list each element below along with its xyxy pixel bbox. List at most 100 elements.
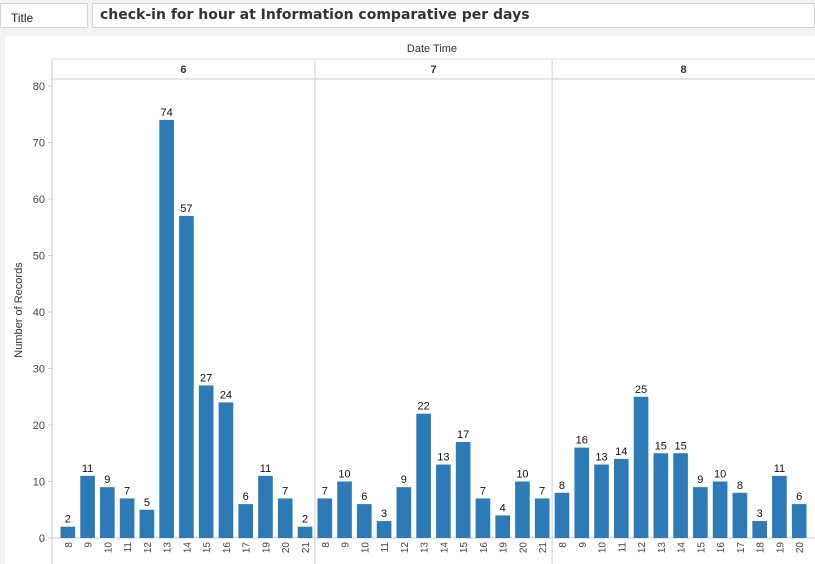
column-header: Date Time: [407, 43, 457, 55]
data-label: 57: [180, 203, 192, 215]
data-label: 7: [480, 485, 486, 497]
x-tick-label: 18: [756, 542, 767, 554]
bar: [515, 481, 530, 538]
data-label: 27: [200, 372, 212, 384]
y-tick-label: 80: [33, 81, 45, 93]
data-label: 74: [161, 107, 173, 119]
x-tick-label: 11: [617, 542, 628, 553]
bar: [119, 498, 135, 538]
data-label: 3: [381, 508, 387, 520]
bar: [554, 492, 570, 538]
bar: [179, 215, 194, 538]
y-tick-label: 30: [33, 364, 45, 376]
x-tick-label: 16: [716, 542, 727, 554]
data-label: 16: [576, 435, 588, 447]
bar: [495, 515, 510, 538]
x-tick-label: 12: [637, 542, 648, 554]
x-tick-label: 9: [84, 542, 95, 548]
x-tick-label: 20: [518, 542, 529, 554]
x-tick-label: 21: [301, 542, 312, 554]
y-tick-label: 10: [33, 477, 45, 489]
data-label: 7: [322, 485, 328, 497]
bar: [100, 487, 115, 538]
x-tick-label: 17: [736, 542, 747, 554]
x-tick-label: 15: [696, 542, 707, 554]
bar: [436, 464, 451, 538]
data-label: 10: [516, 469, 528, 481]
bar: [238, 504, 254, 538]
data-label: 11: [260, 463, 271, 475]
plot-area: 0102030405060708062811991071151274135714…: [33, 58, 815, 564]
data-label: 15: [674, 440, 686, 452]
data-label: 6: [243, 491, 249, 503]
data-label: 11: [774, 463, 785, 475]
x-tick-label: 10: [103, 542, 114, 554]
data-label: 7: [282, 485, 288, 497]
y-tick-label: 40: [33, 307, 45, 319]
bar: [258, 475, 273, 538]
data-label: 2: [302, 514, 308, 526]
x-tick-label: 8: [321, 542, 332, 548]
bar: [772, 475, 787, 538]
x-tick-label: 21: [538, 542, 549, 554]
bar: [613, 458, 629, 538]
y-tick-label: 0: [39, 533, 45, 545]
x-tick-label: 14: [182, 542, 193, 554]
bar: [673, 453, 688, 538]
data-label: 4: [500, 502, 506, 514]
x-tick-label: 10: [598, 542, 609, 554]
bar: [574, 447, 590, 538]
bar: [376, 521, 392, 538]
panel-header: 8: [680, 64, 686, 76]
x-tick-label: 15: [459, 542, 470, 554]
data-label: 3: [757, 508, 763, 520]
x-tick-label: 19: [775, 542, 786, 554]
data-label: 24: [220, 389, 232, 401]
y-tick-label: 20: [33, 420, 45, 432]
data-label: 11: [82, 463, 93, 475]
bar: [297, 526, 313, 538]
x-tick-label: 9: [578, 542, 589, 548]
x-tick-label: 20: [795, 542, 806, 554]
data-label: 8: [559, 480, 565, 492]
data-label: 25: [635, 384, 647, 396]
bar: [317, 498, 333, 538]
x-tick-label: 12: [143, 542, 154, 554]
bar: [337, 481, 352, 538]
x-tick-label: 11: [380, 542, 391, 553]
data-label: 10: [714, 469, 726, 481]
x-tick-label: 11: [123, 542, 134, 553]
x-tick-label: 16: [222, 542, 233, 554]
data-label: 6: [361, 491, 367, 503]
bar: [693, 487, 708, 538]
x-tick-label: 8: [558, 542, 569, 548]
y-tick-label: 60: [33, 194, 45, 206]
data-label: 15: [655, 440, 667, 452]
x-tick-label: 14: [439, 542, 450, 554]
bar: [159, 119, 174, 539]
bar: [475, 498, 491, 538]
x-tick-label: 14: [677, 542, 688, 554]
x-tick-label: 8: [64, 542, 75, 548]
bar: [198, 385, 214, 538]
data-label: 17: [457, 429, 469, 441]
data-label: 13: [437, 452, 449, 464]
y-tick-label: 70: [33, 138, 45, 150]
x-tick-label: 20: [281, 542, 292, 554]
bar: [534, 498, 550, 538]
y-tick-label: 50: [33, 251, 45, 263]
x-tick-label: 19: [499, 542, 510, 554]
y-axis-title: Number of Records: [13, 262, 25, 358]
data-label: 8: [737, 480, 743, 492]
data-label: 2: [65, 514, 71, 526]
bar: [80, 475, 95, 538]
bar: [277, 498, 293, 538]
x-tick-label: 15: [202, 542, 213, 554]
panel-header: 6: [180, 64, 186, 76]
data-label: 7: [124, 485, 130, 497]
x-tick-label: 17: [242, 542, 253, 554]
x-tick-label: 13: [163, 542, 174, 554]
bar: [712, 481, 728, 538]
bar: [594, 464, 609, 538]
title-label: Title: [0, 3, 88, 28]
